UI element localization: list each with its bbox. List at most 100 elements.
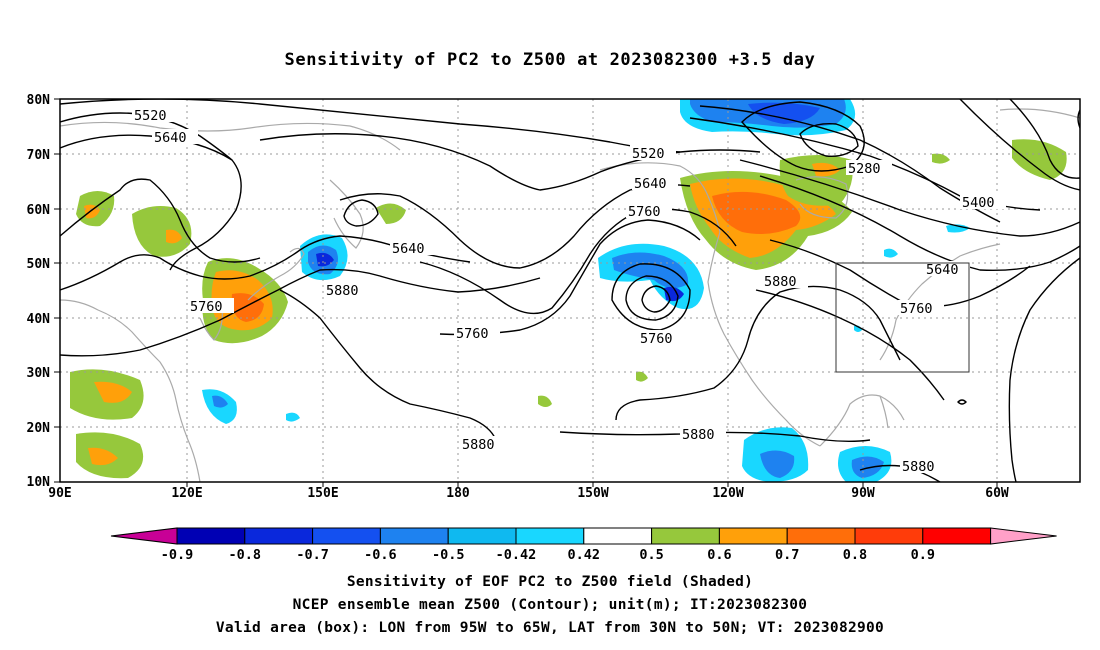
contour-label: 5640 xyxy=(154,130,187,146)
lon-label: 90W xyxy=(851,486,875,501)
contour-label: 5880 xyxy=(682,427,715,443)
contour-label: 5640 xyxy=(634,176,667,192)
contour-5880-low xyxy=(559,431,871,443)
colorbar-tick-label: -0.42 xyxy=(496,547,537,563)
contour-5640-top xyxy=(259,133,761,191)
colorbar-low-extend xyxy=(110,527,178,545)
shade-negative-kuril-peak xyxy=(316,252,334,267)
colorbar-high-extend xyxy=(990,527,1057,545)
contour-low-3 xyxy=(641,285,671,313)
shade-positive-small-mx xyxy=(636,371,648,382)
lon-ticks xyxy=(186,482,998,487)
contour-label-bg-1 xyxy=(152,129,198,144)
lat-label: 50N xyxy=(27,257,51,272)
contour-asia-1 xyxy=(60,235,471,291)
colorbar-segment xyxy=(312,527,381,545)
colorbar-segment xyxy=(651,527,720,545)
shade-positive-indochina-core xyxy=(88,447,118,466)
contour-5880-east xyxy=(755,289,945,401)
coast-na-west xyxy=(707,231,821,447)
contour-label-bg-10 xyxy=(454,325,500,340)
shade-positive-hudson-core xyxy=(812,162,840,177)
colorbar-tick-label: -0.8 xyxy=(229,547,262,563)
colorbar-segment xyxy=(379,527,449,545)
contour-label-bg-0 xyxy=(132,107,178,122)
contour-label-bg-6 xyxy=(626,203,672,218)
lat-label: 20N xyxy=(27,421,51,436)
contour-east-2 xyxy=(959,99,1080,191)
coast-japan xyxy=(247,247,305,301)
contour-label-bg-12 xyxy=(924,261,970,276)
colorbar-tick-label: 0.9 xyxy=(911,547,935,563)
lon-label: 150E xyxy=(307,486,338,501)
coast-kamchatka xyxy=(329,179,364,249)
lon-label: 150W xyxy=(577,486,608,501)
shade-positive-greenland xyxy=(1012,139,1067,180)
contour-label: 5880 xyxy=(764,274,797,290)
contour-5760-low xyxy=(439,219,701,336)
contour-label: 5760 xyxy=(628,204,661,220)
lon-label: 90E xyxy=(48,486,71,501)
coast-asia-north xyxy=(60,121,401,151)
contour-label: 5760 xyxy=(900,301,933,317)
lon-label: 120E xyxy=(171,486,202,501)
contour-label-bg-7 xyxy=(390,240,436,255)
contour-label: 5880 xyxy=(462,437,495,453)
lat-label: 10N xyxy=(27,475,51,490)
shade-negative-caribbean-core xyxy=(851,456,884,478)
contour-5640-west xyxy=(60,134,242,271)
contour-east-1 xyxy=(1009,99,1080,179)
lat-label: 80N xyxy=(27,93,51,108)
shade-positive-japan-peak xyxy=(231,293,264,322)
colorbar-segment xyxy=(718,527,788,545)
contour-label: 5760 xyxy=(456,326,489,342)
contour-label: 5880 xyxy=(326,283,359,299)
contour-label-bg-5 xyxy=(960,194,1006,209)
colorbar-tick-label: -0.5 xyxy=(432,547,465,563)
lon-axis: 90E 120E 150E 180 150W 120W 90W 60W xyxy=(48,486,1009,501)
shade-negative-pacific-small xyxy=(286,412,300,422)
contour-5760-mid xyxy=(419,208,737,315)
shade-positive-pacific-small xyxy=(538,395,552,407)
colorbar-tick-label: 0.42 xyxy=(568,547,601,563)
map-frame xyxy=(59,98,1081,483)
shade-negative-east-pacific-core xyxy=(760,450,795,478)
colorbar-segment xyxy=(854,527,924,545)
colorbar-tick-label: 0.8 xyxy=(843,547,867,563)
contour-far-east xyxy=(1008,257,1080,482)
shade-positive-mongolia-core xyxy=(166,229,182,244)
contour-label: 5520 xyxy=(134,108,167,124)
colorbar-tick-label: -0.9 xyxy=(161,547,194,563)
lat-label: 30N xyxy=(27,366,51,381)
contour-east-3 xyxy=(739,159,1080,237)
contour-label: 5400 xyxy=(962,195,995,211)
colorbar-tick-label: 0.5 xyxy=(639,547,663,563)
contour-5880-asia xyxy=(279,289,497,441)
contour-label-bg-11 xyxy=(762,273,808,288)
contour-label-bg-15 xyxy=(680,426,726,441)
lon-label: 120W xyxy=(712,486,743,501)
contour-label: 5640 xyxy=(926,262,959,278)
lon-label: 180 xyxy=(446,486,470,501)
coast-gulf xyxy=(819,394,905,447)
contour-label-bg-2 xyxy=(630,145,676,160)
contour-5880-pacific xyxy=(615,285,901,421)
contour-labels: 5520 5640 5520 5280 5640 5400 5760 5640 … xyxy=(132,107,1006,475)
contour-small-nw xyxy=(343,199,379,227)
contour-label-bg-17 xyxy=(638,330,684,345)
contour-label-bg-16 xyxy=(900,458,946,473)
contour-asia-2 xyxy=(60,268,541,357)
shade-negative-east-small xyxy=(946,224,970,233)
shade-negative-philippine-core xyxy=(212,395,228,408)
colorbar-tick-label: -0.7 xyxy=(296,547,329,563)
contour-small-ring xyxy=(957,399,967,405)
coast-florida xyxy=(879,395,889,429)
caption-line-1: Sensitivity of EOF PC2 to Z500 field (Sh… xyxy=(346,574,754,590)
shade-positive-siberia-core xyxy=(84,204,100,219)
colorbar-tick-label: 0.7 xyxy=(775,547,799,563)
colorbar-segment xyxy=(515,527,585,545)
contour-low-2 xyxy=(625,275,679,321)
coast-greenland xyxy=(999,108,1080,119)
shade-positive-small-east xyxy=(932,153,950,164)
